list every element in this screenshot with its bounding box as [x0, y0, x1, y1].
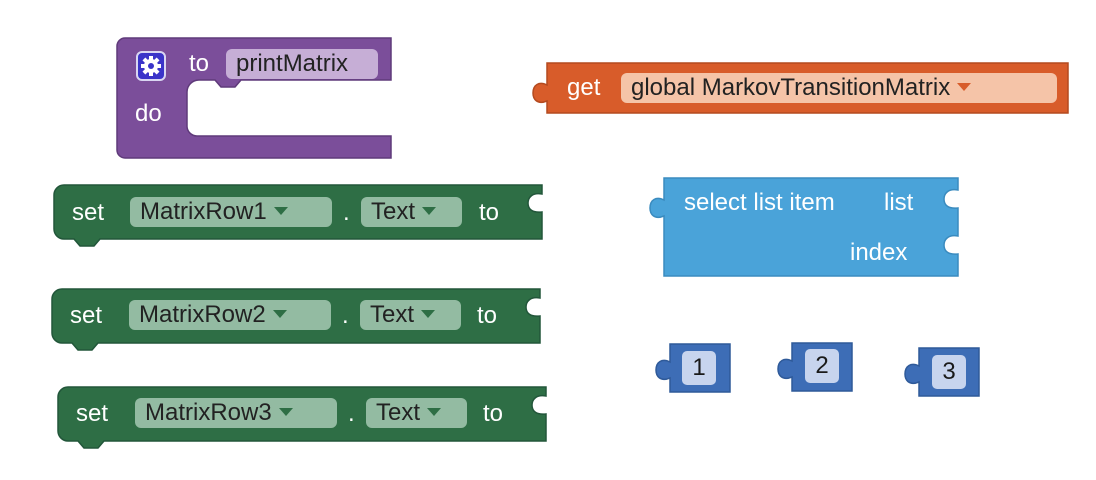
list-socket-label: list: [884, 189, 914, 216]
property-dropdown[interactable]: Text: [366, 398, 467, 428]
variable-dropdown[interactable]: global MarkovTransitionMatrix: [621, 73, 1057, 103]
component-dropdown[interactable]: MatrixRow2: [129, 300, 331, 330]
procedure-name: printMatrix: [236, 50, 349, 77]
component-name: MatrixRow2: [139, 301, 266, 328]
select-list-item-shape: [649, 177, 959, 277]
procedure-name-field[interactable]: printMatrix: [226, 49, 378, 79]
number-value[interactable]: 2: [805, 349, 839, 383]
select-list-item-title: select list item: [684, 189, 835, 216]
getter-block[interactable]: get global MarkovTransitionMatrix: [532, 61, 1070, 115]
property-dropdown[interactable]: Text: [361, 197, 462, 227]
component-dropdown[interactable]: MatrixRow1: [130, 197, 332, 227]
number-value[interactable]: 3: [932, 355, 966, 389]
chevron-down-icon: [273, 206, 288, 215]
chevron-down-icon: [272, 309, 287, 318]
index-socket-label: index: [850, 239, 908, 266]
to-label: to: [483, 400, 504, 427]
number-block-1[interactable]: 1: [655, 343, 732, 394]
to-label: to: [189, 50, 210, 77]
setter-block-row2[interactable]: set MatrixRow2 . Text to: [51, 288, 542, 351]
number-block-2[interactable]: 2: [777, 342, 854, 393]
property-name: Text: [370, 301, 415, 328]
set-label: set: [76, 400, 109, 427]
do-label: do: [135, 100, 162, 127]
setter-block-row3[interactable]: set MatrixRow3 . Text to: [57, 386, 548, 449]
component-name: MatrixRow1: [140, 198, 267, 225]
number-value[interactable]: 1: [682, 351, 716, 385]
property-dropdown[interactable]: Text: [360, 300, 461, 330]
chevron-down-icon: [278, 407, 293, 416]
to-label: to: [479, 199, 500, 226]
component-dropdown[interactable]: MatrixRow3: [135, 398, 337, 428]
chevron-down-icon: [421, 309, 436, 318]
setter-block-row1[interactable]: set MatrixRow1 . Text to: [53, 184, 544, 247]
get-label: get: [567, 74, 601, 101]
dot-label: .: [348, 400, 355, 427]
dot-label: .: [342, 302, 349, 329]
gear-icon[interactable]: [136, 51, 166, 81]
property-name: Text: [371, 198, 416, 225]
number-block-3[interactable]: 3: [904, 347, 981, 398]
variable-name: global MarkovTransitionMatrix: [631, 74, 951, 101]
chevron-down-icon: [957, 82, 972, 91]
property-name: Text: [376, 399, 421, 426]
dot-label: .: [343, 199, 350, 226]
chevron-down-icon: [422, 206, 437, 215]
select-list-item-block[interactable]: select list item list index: [649, 177, 960, 278]
component-name: MatrixRow3: [145, 399, 272, 426]
set-label: set: [70, 302, 103, 329]
set-label: set: [72, 199, 105, 226]
procedure-block-print-matrix[interactable]: to printMatrix do: [116, 37, 395, 160]
chevron-down-icon: [427, 407, 442, 416]
to-label: to: [477, 302, 498, 329]
